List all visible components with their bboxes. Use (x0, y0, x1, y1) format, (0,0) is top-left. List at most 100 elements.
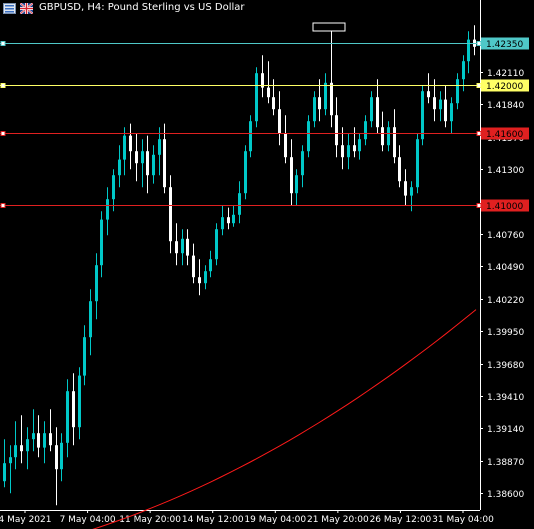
candle-body[interactable] (353, 145, 356, 152)
candle-body[interactable] (141, 151, 144, 164)
candle-body[interactable] (290, 157, 293, 194)
candle-body[interactable] (324, 82, 327, 110)
candle-body[interactable] (244, 151, 247, 194)
candle-body[interactable] (295, 175, 298, 194)
candle-body[interactable] (433, 97, 436, 110)
candle-body[interactable] (14, 445, 17, 458)
symbol-menu-icon[interactable] (3, 2, 16, 14)
price-tick-label: 1.38870 (487, 458, 524, 468)
level-handle-right[interactable] (476, 41, 482, 46)
candle-body[interactable] (238, 193, 241, 215)
candle-body[interactable] (398, 157, 401, 182)
candle-body[interactable] (100, 219, 103, 266)
candle-body[interactable] (227, 217, 230, 224)
moving-average-line (92, 309, 477, 529)
candle-body[interactable] (89, 301, 92, 338)
time-tick-label: 19 May 04:00 (244, 515, 306, 525)
candle-body[interactable] (3, 463, 6, 482)
candle-body[interactable] (439, 99, 442, 110)
candle-body[interactable] (261, 73, 264, 88)
candle-body[interactable] (175, 241, 178, 254)
candle-body[interactable] (421, 91, 424, 140)
candle-body[interactable] (370, 97, 373, 122)
candle-body[interactable] (112, 175, 115, 200)
candle-body[interactable] (255, 73, 258, 122)
candle-body[interactable] (221, 217, 224, 230)
candle-body[interactable] (198, 277, 201, 284)
candle-body[interactable] (444, 99, 447, 122)
candle-body[interactable] (43, 433, 46, 448)
candle-body[interactable] (358, 139, 361, 152)
candle-body[interactable] (20, 445, 23, 452)
candle-body[interactable] (416, 139, 419, 188)
candle-body[interactable] (146, 151, 149, 176)
candle-body[interactable] (158, 139, 161, 155)
candle-body[interactable] (381, 127, 384, 146)
candle-body[interactable] (9, 457, 12, 464)
candle-body[interactable] (135, 151, 138, 164)
candle-body[interactable] (95, 265, 98, 302)
level-price-label: 1.42000 (486, 82, 523, 92)
candle-body[interactable] (249, 121, 252, 152)
candle-body[interactable] (192, 255, 195, 278)
candle-body[interactable] (341, 145, 344, 158)
level-handle-right[interactable] (476, 131, 482, 136)
candle-body[interactable] (55, 445, 58, 470)
candle-body[interactable] (330, 82, 333, 116)
candle-body[interactable] (307, 121, 310, 152)
price-tick-label: 1.41300 (487, 166, 524, 176)
level-handle-right[interactable] (476, 203, 482, 208)
candle-body[interactable] (278, 109, 281, 134)
candle-body[interactable] (152, 154, 155, 176)
candle-body[interactable] (318, 97, 321, 110)
candle-body[interactable] (123, 135, 126, 160)
candle-body[interactable] (72, 391, 75, 428)
candle-body[interactable] (450, 103, 453, 122)
candle-body[interactable] (456, 79, 459, 104)
candle-body[interactable] (106, 199, 109, 220)
candle-body[interactable] (186, 238, 189, 256)
candle-body[interactable] (163, 139, 166, 188)
candle-body[interactable] (272, 97, 275, 110)
candle-body[interactable] (232, 214, 235, 224)
candle-body[interactable] (427, 91, 430, 98)
candle-body[interactable] (404, 181, 407, 196)
candle-body[interactable] (462, 61, 465, 80)
candle-body[interactable] (169, 187, 172, 242)
candle-body[interactable] (387, 127, 390, 146)
candle-body[interactable] (335, 115, 338, 146)
candle-body[interactable] (181, 238, 184, 254)
candle-body[interactable] (49, 433, 52, 446)
candle-body[interactable] (66, 391, 69, 443)
candle-body[interactable] (347, 145, 350, 158)
candle-body[interactable] (215, 229, 218, 260)
candle-body[interactable] (393, 127, 396, 158)
level-handle-left[interactable] (0, 83, 6, 88)
level-handle-left[interactable] (0, 203, 6, 208)
candle-body[interactable] (118, 159, 121, 176)
candle-body[interactable] (83, 337, 86, 376)
candle-body[interactable] (32, 433, 35, 440)
candle-body[interactable] (37, 433, 40, 448)
candle-body[interactable] (60, 442, 63, 470)
candle-body[interactable] (204, 271, 207, 284)
candle-body[interactable] (376, 97, 379, 128)
candle-body[interactable] (284, 133, 287, 158)
candle-body[interactable] (313, 97, 316, 122)
high-annotation-box[interactable] (312, 22, 346, 32)
candle-body[interactable] (410, 187, 413, 196)
level-price-label: 1.41600 (486, 130, 523, 140)
candle-body[interactable] (26, 439, 29, 452)
level-handle-right[interactable] (476, 83, 482, 88)
candle-body[interactable] (267, 87, 270, 98)
candle-body[interactable] (78, 375, 81, 428)
level-handle-left[interactable] (0, 41, 6, 46)
candle-body[interactable] (364, 121, 367, 140)
candle-body[interactable] (467, 39, 470, 62)
level-handle-left[interactable] (0, 131, 6, 136)
candle-body[interactable] (129, 135, 132, 152)
candle-body[interactable] (209, 259, 212, 272)
candle-body[interactable] (301, 151, 304, 176)
